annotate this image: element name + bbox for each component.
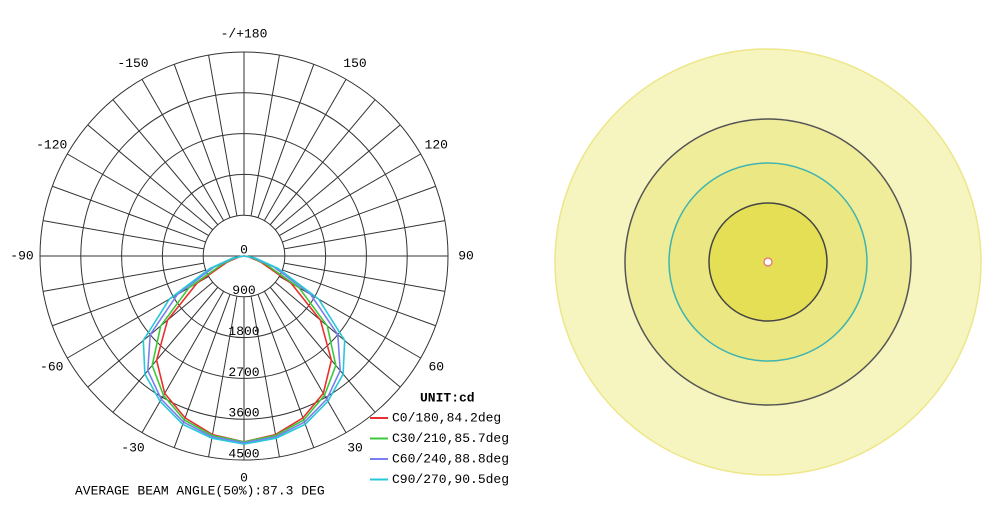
grid-ring (39, 51, 449, 461)
angle-label: 0 (240, 470, 248, 485)
grid-ring (121, 133, 367, 379)
angle-label: 30 (347, 441, 363, 456)
angle-label: -/+180 (221, 26, 268, 41)
angle-label: -150 (117, 56, 148, 71)
angle-label: -120 (36, 137, 67, 152)
legend-label: C90/270,90.5deg (392, 472, 509, 487)
beam-angle-note: AVERAGE BEAM ANGLE(50%):87.3 DEG (75, 483, 325, 498)
grid-ring (80, 92, 408, 420)
angle-label: -60 (40, 359, 63, 374)
intensity-curve (146, 255, 342, 444)
radial-label: 4500 (228, 446, 259, 461)
angle-label: 150 (343, 56, 366, 71)
angle-label: -90 (10, 248, 33, 263)
radial-label: 2700 (228, 365, 259, 380)
angle-label: 120 (425, 137, 448, 152)
unit-label: UNIT:cd (420, 390, 475, 405)
illuminance-diagram (554, 48, 982, 476)
intensity-curve (142, 255, 346, 445)
radial-label: 1800 (228, 324, 259, 339)
intensity-curve (151, 255, 337, 443)
angle-label: 90 (458, 248, 474, 263)
angle-label: -30 (121, 441, 144, 456)
legend-label: C30/210,85.7deg (392, 431, 509, 446)
legend-label: C0/180,84.2deg (392, 410, 501, 425)
grid-ring (202, 214, 286, 298)
angle-label: 60 (428, 359, 444, 374)
radial-label: 900 (232, 283, 255, 298)
grid-ring (161, 173, 327, 339)
center-point (763, 257, 773, 267)
legend-label: C60/240,88.8deg (392, 451, 509, 466)
radial-label: 3600 (228, 406, 259, 421)
radial-label: 0 (240, 242, 248, 257)
